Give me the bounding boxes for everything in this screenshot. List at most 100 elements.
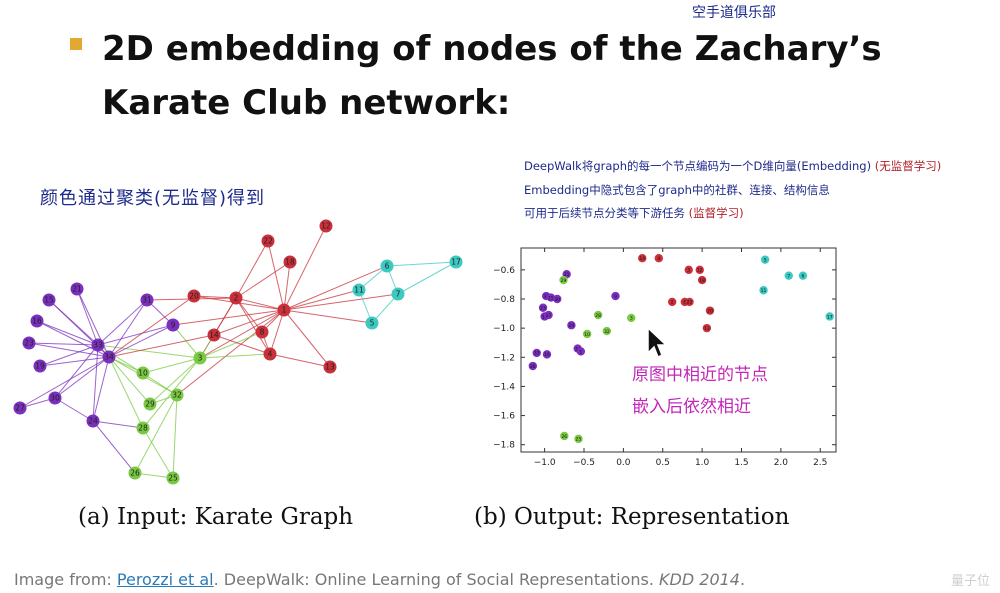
graph-node-label: 11	[354, 286, 364, 295]
x-tick-label: 0.0	[616, 458, 631, 468]
scatter-point: 26	[528, 361, 538, 371]
title-line-2: Karate Club network:	[102, 83, 511, 123]
graph-node: 8	[255, 325, 269, 339]
graph-node-label: 14	[209, 331, 219, 340]
graph-node: 16	[30, 314, 44, 328]
graph-edge	[172, 394, 178, 479]
scatter-point: 16	[542, 350, 552, 359]
graph-node: 5	[365, 316, 379, 330]
graph-node-label: 7	[396, 290, 401, 299]
title-line-1: 2D embedding of nodes of the Zachary’s	[102, 29, 882, 69]
graph-node-circle	[170, 388, 184, 402]
scatter-point: 15	[546, 293, 556, 302]
note-text: DeepWalk将graph的每一个节点编码为一个D维向量(Embedding)	[524, 159, 872, 173]
graph-node: 9	[166, 318, 180, 332]
scatter-point: 22	[685, 297, 694, 307]
graph-node-circle	[207, 328, 221, 342]
graph-edge	[397, 261, 457, 295]
graph-node: 33	[91, 338, 105, 352]
bullet-marker	[70, 38, 82, 50]
graph-node-label: 29	[145, 400, 155, 409]
graph-node-label: 2	[234, 294, 239, 303]
scatter-point: 33	[532, 348, 541, 358]
graph-edge	[235, 240, 269, 299]
graph-node-label: 1	[282, 306, 287, 315]
graph-node-label: 32	[172, 391, 182, 400]
graph-edge	[97, 299, 148, 346]
graph-node-label: 28	[138, 424, 148, 433]
graph-node: 4	[263, 347, 277, 361]
footer-venue: KDD 2014	[659, 570, 740, 589]
graph-node-label: 4	[268, 350, 273, 359]
scatter-point-dot	[825, 312, 834, 321]
scatter-point-dot	[602, 326, 612, 336]
y-tick-label: −1.0	[493, 324, 515, 334]
embedding-scatter-plot: −1.0 −0.5 0.0 0.5 1.0 1.5 2.0 2.5 −0.6 −0.8 −1.0 −1…	[493, 247, 837, 468]
graph-node-circle	[255, 325, 269, 339]
footer-citation: Image from: Perozzi et al. DeepWalk: Onl…	[14, 570, 745, 589]
scatter-point-label: 33	[534, 351, 540, 357]
scatter-point-label: 27	[546, 313, 552, 319]
graph-edge	[269, 353, 331, 368]
watermark: 量子位	[950, 574, 990, 589]
graph-edge	[108, 356, 151, 405]
graph-edge	[108, 295, 195, 358]
scatter-point-dot	[702, 323, 712, 333]
scatter-point: 27	[544, 310, 553, 320]
graph-node-circle	[102, 350, 116, 364]
graph-edge	[142, 357, 201, 374]
graph-node-circle	[261, 234, 275, 248]
graph-edge	[235, 261, 291, 299]
graph-node-label: 10	[138, 369, 148, 378]
graph-edge	[92, 344, 99, 422]
graph-node-circle	[229, 291, 243, 305]
note-tag: (无监督学习)	[874, 159, 942, 173]
graph-edge	[108, 334, 215, 358]
scatter-point-dot	[695, 265, 704, 275]
scatter-point-label: 12	[697, 268, 703, 274]
scatter-point-dot	[582, 329, 592, 339]
graph-node-circle	[365, 316, 379, 330]
graph-node: 31	[140, 293, 154, 307]
graph-edge	[213, 309, 285, 336]
scatter-point-dot	[546, 293, 556, 302]
footer-middle: . DeepWalk: Online Learning of Social Re…	[213, 570, 660, 589]
scatter-point-dot	[684, 265, 693, 275]
citation-link[interactable]: Perozzi et al	[116, 570, 214, 589]
scatter-point: 25	[574, 434, 583, 444]
graph-edge	[172, 309, 285, 326]
scatter-point-dot	[574, 434, 583, 444]
scatter-point-label: 2	[671, 300, 674, 306]
scatter-point-dot	[784, 271, 793, 280]
scatter-point: 18	[697, 275, 707, 285]
scatter-point-dot	[760, 255, 770, 264]
x-tick-label: −1.0	[534, 458, 556, 468]
plot-frame	[520, 247, 837, 453]
graph-node-label: 8	[260, 328, 265, 337]
graph-node-circle	[136, 421, 150, 435]
scatter-point-label: 31	[543, 294, 549, 300]
graph-edge	[283, 265, 388, 311]
scatter-point-dot	[654, 254, 664, 263]
scatter-point-label: 20	[707, 308, 713, 314]
graph-node-circle	[323, 360, 337, 374]
graph-node-label: 12	[321, 222, 331, 231]
scatter-point: 20	[705, 306, 715, 315]
x-tick-label: −0.5	[573, 458, 595, 468]
graph-edge	[97, 324, 174, 346]
graph-edge	[108, 299, 148, 358]
graph-edge	[108, 324, 174, 358]
caption-left: (a) Input: Karate Graph	[78, 504, 354, 530]
graph-node: 11	[352, 283, 366, 297]
scatter-point-label: 11	[761, 288, 767, 294]
scatter-point-label: 6	[801, 273, 804, 279]
scatter-point-label: 10	[584, 332, 590, 338]
graph-node-label: 18	[285, 258, 295, 267]
graph-node-label: 6	[385, 262, 390, 271]
scatter-point-label: 23	[540, 306, 546, 312]
scatter-point: 9	[611, 291, 620, 301]
graph-edge	[235, 297, 271, 355]
graph-edge	[76, 288, 99, 346]
scatter-point-label: 3	[687, 268, 690, 274]
scatter-point: 24	[567, 321, 576, 330]
